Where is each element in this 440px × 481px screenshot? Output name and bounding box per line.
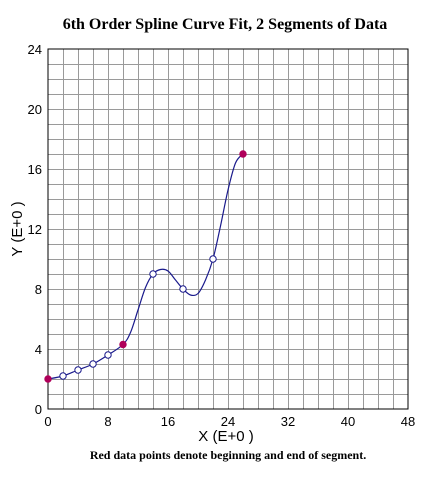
x-tick-label: 32 bbox=[281, 414, 295, 429]
y-tick-label: 8 bbox=[35, 282, 42, 297]
segment-endpoint-marker bbox=[239, 150, 247, 158]
x-tick-labels: 0 8 16 24 32 40 48 bbox=[44, 414, 415, 429]
x-tick-label: 24 bbox=[221, 414, 235, 429]
data-point-marker bbox=[104, 351, 112, 359]
data-point-marker bbox=[89, 360, 97, 368]
x-tick-label: 16 bbox=[161, 414, 175, 429]
y-tick-label: 4 bbox=[35, 342, 42, 357]
segment-endpoint-marker bbox=[44, 375, 52, 383]
x-tick-label: 0 bbox=[44, 414, 51, 429]
grid bbox=[48, 49, 408, 409]
y-tick-label: 0 bbox=[35, 402, 42, 417]
segment-endpoint-marker bbox=[119, 340, 127, 349]
y-tick-label: 24 bbox=[28, 42, 42, 57]
x-tick-label: 40 bbox=[341, 414, 355, 429]
spline-curve bbox=[47, 153, 244, 380]
chart-caption: Red data points denote beginning and end… bbox=[90, 448, 366, 462]
data-point-marker bbox=[149, 270, 157, 278]
x-tick-label: 48 bbox=[401, 414, 415, 429]
data-point-marker bbox=[59, 372, 67, 380]
y-axis-label: Y (E+0 ) bbox=[9, 201, 26, 256]
y-tick-label: 12 bbox=[28, 222, 42, 237]
y-tick-labels: 0 4 8 12 16 20 24 bbox=[28, 42, 42, 417]
y-tick-label: 20 bbox=[28, 102, 42, 117]
data-point-marker bbox=[209, 255, 217, 263]
y-tick-label: 16 bbox=[28, 162, 42, 177]
x-tick-label: 8 bbox=[104, 414, 111, 429]
x-axis-label: X (E+0 ) bbox=[198, 428, 253, 445]
plot-frame bbox=[47, 48, 409, 410]
data-points bbox=[44, 150, 247, 383]
chart-title: 6th Order Spline Curve Fit, 2 Segments o… bbox=[63, 16, 388, 33]
data-point-marker bbox=[179, 285, 187, 293]
data-point-marker bbox=[74, 366, 82, 374]
